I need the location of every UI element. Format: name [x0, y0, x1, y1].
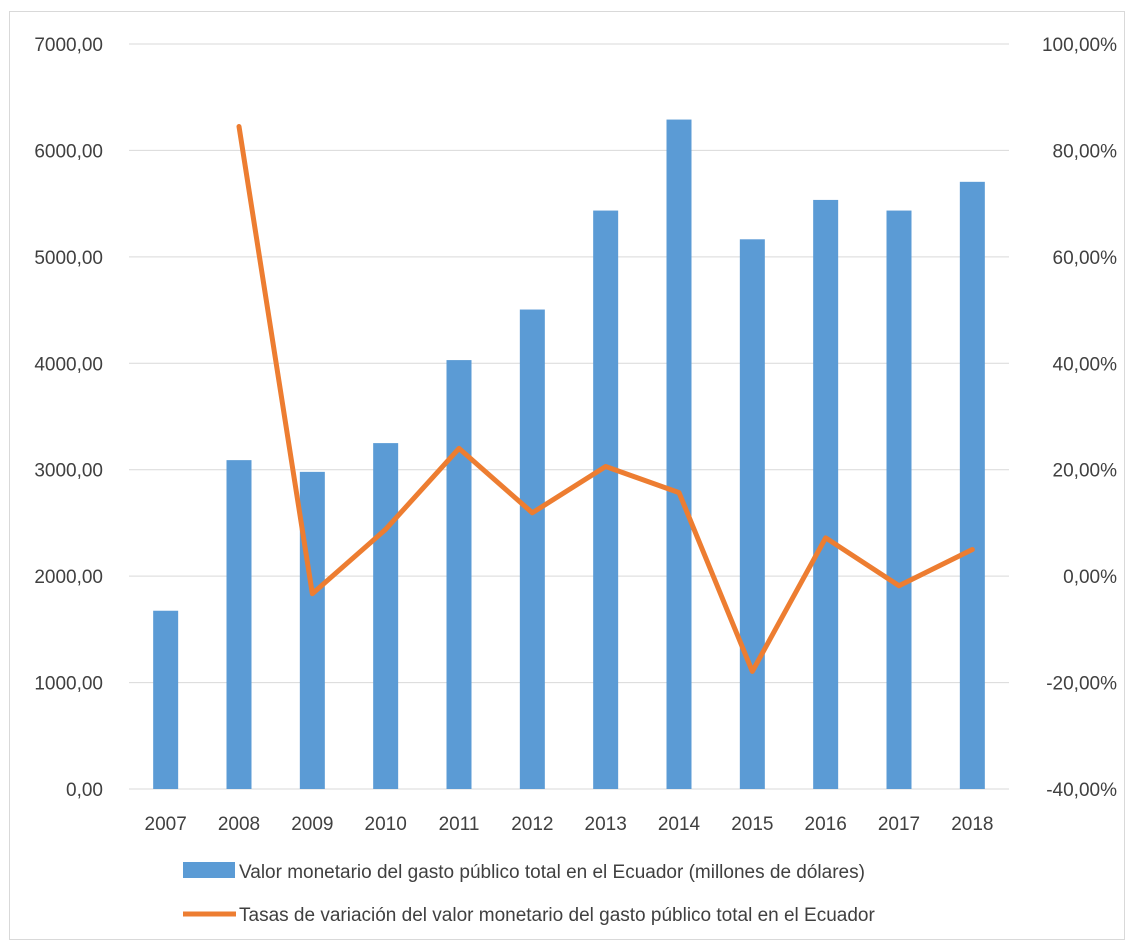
- bar: [226, 460, 252, 789]
- y-left-tick-label: 1000,00: [34, 674, 103, 695]
- x-tick-label: 2013: [585, 814, 627, 835]
- legend-label-bar: Valor monetario del gasto público total …: [239, 862, 865, 883]
- y-right-tick-label: -40,00%: [1046, 780, 1117, 801]
- x-tick-label: 2008: [218, 814, 260, 835]
- bar: [446, 360, 472, 789]
- y-right-tick-label: 20,00%: [1053, 461, 1118, 482]
- bar: [959, 181, 985, 789]
- y-left-tick-label: 6000,00: [34, 141, 103, 162]
- y-left-tick-label: 0,00: [66, 780, 103, 801]
- y-left-tick-label: 2000,00: [34, 567, 103, 588]
- chart-frame: [9, 11, 1125, 940]
- y-left-tick-label: 3000,00: [34, 461, 103, 482]
- x-tick-label: 2018: [951, 814, 993, 835]
- bar: [373, 443, 399, 789]
- y-right-tick-label: -20,00%: [1046, 674, 1117, 695]
- legend-label-line: Tasas de variación del valor monetario d…: [239, 905, 875, 926]
- x-tick-label: 2010: [365, 814, 407, 835]
- x-tick-label: 2007: [145, 814, 187, 835]
- x-tick-label: 2014: [658, 814, 701, 835]
- bar: [739, 239, 765, 789]
- x-tick-label: 2012: [511, 814, 553, 835]
- y-left-tick-label: 7000,00: [34, 35, 103, 56]
- bar: [666, 119, 692, 790]
- x-tick-label: 2009: [291, 814, 333, 835]
- bar: [299, 471, 325, 789]
- y-right-tick-label: 40,00%: [1053, 354, 1118, 375]
- bar: [813, 199, 839, 790]
- bar: [153, 610, 179, 789]
- y-right-tick-label: 80,00%: [1053, 141, 1118, 162]
- bar: [886, 210, 912, 789]
- y-right-tick-label: 100,00%: [1042, 35, 1117, 56]
- legend-swatch-bar: [183, 862, 235, 878]
- x-tick-label: 2011: [439, 814, 480, 835]
- x-tick-label: 2015: [731, 814, 773, 835]
- x-tick-label: 2017: [878, 814, 920, 835]
- y-right-tick-label: 60,00%: [1053, 248, 1118, 269]
- bar: [593, 210, 619, 789]
- bar: [519, 309, 545, 789]
- y-left-tick-label: 4000,00: [34, 354, 103, 375]
- y-left-tick-label: 5000,00: [34, 248, 103, 269]
- y-right-tick-label: 0,00%: [1063, 567, 1117, 588]
- x-tick-label: 2016: [805, 814, 847, 835]
